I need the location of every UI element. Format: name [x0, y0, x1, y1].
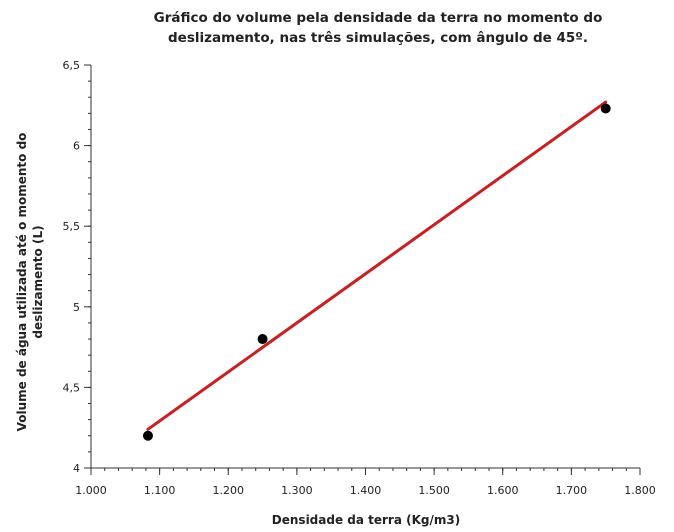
y-tick-label: 4 [73, 462, 80, 475]
data-point [257, 334, 268, 345]
x-tick-label: 1.600 [487, 484, 519, 497]
y-tick-label: 4,5 [63, 381, 81, 394]
y-tick-label: 5,5 [63, 220, 81, 233]
y-tick-label: 5 [73, 301, 80, 314]
x-tick-label: 1.800 [624, 484, 656, 497]
axes [90, 65, 640, 469]
y-axis-label-line-2: deslizamento (L) [31, 225, 45, 338]
chart-title-line-2: deslizamento, nas três simulações, com â… [168, 30, 588, 46]
chart-title-line-1: Gráfico do volume pela densidade da terr… [154, 10, 603, 26]
y-tick-label: 6 [73, 140, 80, 153]
ticks: 4 4,5 5 5,5 6 6,5 1.000 1.100 1.200 1.300 1.400 1.5… [63, 59, 656, 497]
y-tick-label: 6,5 [63, 59, 81, 72]
chart-title: Gráfico do volume pela densidade da terr… [154, 10, 603, 46]
x-tick-label: 1.300 [281, 484, 313, 497]
data-point [142, 430, 153, 441]
x-tick-label: 1.400 [350, 484, 382, 497]
data-points [142, 103, 611, 441]
x-tick-label: 1.700 [556, 484, 588, 497]
y-axis-label-line-1: Volume de água utilizada até o momento d… [15, 133, 29, 432]
x-tick-label: 1.000 [75, 484, 107, 497]
x-tick-label: 1.500 [418, 484, 450, 497]
x-axis-label: Densidade da terra (Kg/m3) [272, 513, 460, 527]
x-tick-label: 1.100 [144, 484, 176, 497]
y-axis-label: Volume de água utilizada até o momento d… [15, 133, 45, 432]
trendline-group [146, 100, 608, 431]
x-tick-label: 1.200 [213, 484, 245, 497]
trendline [146, 100, 608, 431]
data-point [600, 103, 611, 114]
